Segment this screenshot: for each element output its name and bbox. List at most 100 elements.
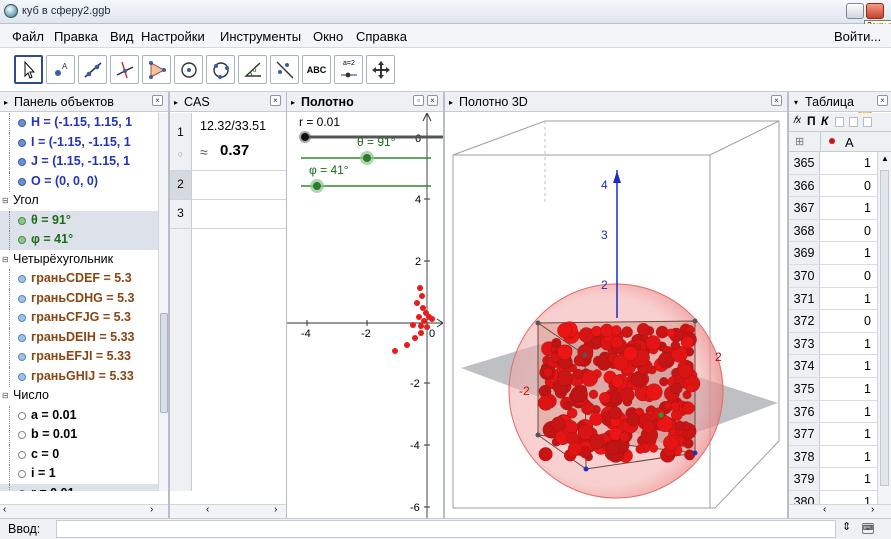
close-panel-icon[interactable]: × xyxy=(771,95,782,106)
row-number[interactable]: 375 xyxy=(789,377,820,400)
circle-tool-button[interactable] xyxy=(174,55,203,84)
visibility-toggle-icon[interactable] xyxy=(18,236,26,244)
menu-window[interactable]: Окно xyxy=(313,29,344,44)
table-row[interactable]: 371 1 xyxy=(789,287,891,311)
visibility-toggle-icon[interactable] xyxy=(18,489,26,491)
table-row[interactable]: 366 0 xyxy=(789,174,891,198)
visibility-toggle-icon[interactable] xyxy=(18,119,26,127)
table-row[interactable]: 370 0 xyxy=(789,264,891,288)
row-number[interactable]: 374 xyxy=(789,355,820,377)
select-all-grid-icon[interactable]: ⊞ xyxy=(795,136,805,148)
algebra-item[interactable]: i = 1 xyxy=(0,464,160,484)
point-tool-button[interactable]: A xyxy=(46,55,75,84)
algebra-category[interactable]: ⊟ Число xyxy=(0,386,160,406)
algebra-item[interactable]: J = (1.15, -1.15, 1 xyxy=(0,152,160,172)
collapse-arrow-icon[interactable]: ▸ xyxy=(291,98,296,107)
row-number[interactable]: 373 xyxy=(789,332,820,355)
cell-a[interactable]: 1 xyxy=(864,449,871,464)
align-center-icon[interactable] xyxy=(849,117,858,127)
row-number[interactable]: 379 xyxy=(789,468,820,490)
collapse-arrow-icon[interactable]: ▸ xyxy=(174,98,179,107)
scroll-right-icon[interactable]: › xyxy=(150,504,154,515)
visibility-toggle-icon[interactable] xyxy=(18,314,26,322)
algebra-item[interactable]: a = 0.01 xyxy=(0,405,160,426)
algebra-item[interactable]: граньCDEF = 5.3 xyxy=(0,269,160,289)
table-row[interactable]: 369 1 xyxy=(789,242,891,265)
algebra-item[interactable]: O = (0, 0, 0) xyxy=(0,171,160,192)
minimize-button[interactable] xyxy=(846,3,864,19)
visibility-toggle-icon[interactable] xyxy=(18,470,26,478)
close-panel-icon[interactable]: × xyxy=(152,95,163,106)
table-row[interactable]: 380 1 xyxy=(789,490,891,504)
algebra-item[interactable]: граньEFJI = 5.33 xyxy=(0,347,160,367)
algebra-item[interactable]: граньCFJG = 5.3 xyxy=(0,308,160,328)
text-tool-button[interactable]: ABC xyxy=(302,55,331,84)
close-panel-icon[interactable]: × xyxy=(270,95,281,106)
login-link[interactable]: Войти... xyxy=(834,29,882,44)
fx-icon[interactable]: 𝑓x xyxy=(793,115,802,126)
algebra-category[interactable]: ⊟ Угол xyxy=(0,191,160,211)
slider-tool-button[interactable]: a=2 xyxy=(334,55,363,84)
polygon-tool-button[interactable] xyxy=(142,55,171,84)
table-row[interactable]: 367 1 xyxy=(789,197,891,220)
visibility-toggle-icon[interactable] xyxy=(18,275,26,283)
panel-divider[interactable] xyxy=(286,92,287,518)
algebra-item[interactable]: граньDEIH = 5.33 xyxy=(0,327,160,348)
cell-a[interactable]: 0 xyxy=(864,268,871,283)
algebra-scrollbar[interactable] xyxy=(158,113,168,491)
scroll-right-icon[interactable]: › xyxy=(274,504,278,515)
algebra-item[interactable]: θ = 91° xyxy=(0,210,160,231)
table-row[interactable]: 372 0 xyxy=(789,310,891,333)
visibility-toggle-icon[interactable] xyxy=(18,138,26,147)
close-panel-icon[interactable]: × xyxy=(877,95,888,106)
visibility-toggle-icon[interactable] xyxy=(18,353,26,361)
collapse-toggle-icon[interactable]: ⊟ xyxy=(2,391,9,400)
row-number[interactable]: 377 xyxy=(789,423,820,445)
visibility-toggle-icon[interactable] xyxy=(18,450,26,459)
table-row[interactable]: 373 1 xyxy=(789,332,891,356)
table-row[interactable]: 378 1 xyxy=(789,445,891,469)
table-row[interactable]: 376 1 xyxy=(789,400,891,424)
algebra-item[interactable]: I = (-1.15, -1.15, 1 xyxy=(0,132,160,153)
cas-input-2[interactable] xyxy=(192,171,286,199)
table-row[interactable]: 365 1 xyxy=(789,152,891,175)
cas-horizontal-scrollbar[interactable]: ‹ › xyxy=(170,504,286,518)
scroll-left-icon[interactable]: ‹ xyxy=(3,504,7,515)
cell-a[interactable]: 1 xyxy=(864,246,871,261)
cell-a[interactable]: 1 xyxy=(864,494,871,504)
move-tool-button[interactable] xyxy=(14,55,43,84)
visibility-toggle-icon[interactable] xyxy=(18,158,26,166)
algebra-item[interactable]: b = 0.01 xyxy=(0,425,160,445)
cell-a[interactable]: 0 xyxy=(864,178,871,193)
algebra-category[interactable]: ⊟ Четырёхугольник xyxy=(0,250,160,270)
slider-theta-handle[interactable] xyxy=(363,154,371,162)
row-number[interactable]: 365 xyxy=(789,152,820,174)
visibility-toggle-icon[interactable] xyxy=(18,333,26,342)
scroll-up-icon[interactable]: ▲ xyxy=(881,154,889,163)
row-number[interactable]: 380 xyxy=(789,490,820,504)
cell-a[interactable]: 1 xyxy=(864,404,871,419)
visibility-toggle-icon[interactable] xyxy=(18,216,26,225)
cell-a[interactable]: 1 xyxy=(864,201,871,216)
line-tool-button[interactable] xyxy=(78,55,107,84)
input-field[interactable] xyxy=(56,520,836,538)
menu-settings[interactable]: Настройки xyxy=(141,29,205,44)
collapse-toggle-icon[interactable]: ⊟ xyxy=(2,254,9,264)
visibility-toggle-icon[interactable] xyxy=(18,411,26,420)
cell-a[interactable]: 1 xyxy=(864,291,871,306)
panel-divider[interactable] xyxy=(443,92,445,518)
algebra-item[interactable]: граньGHIJ = 5.33 xyxy=(0,366,160,387)
algebra-item[interactable]: граньCDHG = 5.3 xyxy=(0,288,160,309)
algebra-item[interactable]: r = 0.01 xyxy=(0,483,160,491)
row-number[interactable]: 372 xyxy=(789,310,820,332)
algebra-item[interactable]: H = (-1.15, 1.15, 1 xyxy=(0,113,160,133)
cell-a[interactable]: 1 xyxy=(864,359,871,374)
collapse-arrow-icon[interactable]: ▾ xyxy=(794,98,799,107)
cell-a[interactable]: 0 xyxy=(864,314,871,329)
collapse-arrow-icon[interactable]: ▸ xyxy=(4,98,9,107)
algebra-item[interactable]: φ = 41° xyxy=(0,230,160,250)
close-panel-icon[interactable]: × xyxy=(427,95,438,106)
menu-view[interactable]: Вид xyxy=(110,29,134,44)
algebra-item[interactable]: c = 0 xyxy=(0,444,160,465)
table-row[interactable]: 368 0 xyxy=(789,219,891,243)
